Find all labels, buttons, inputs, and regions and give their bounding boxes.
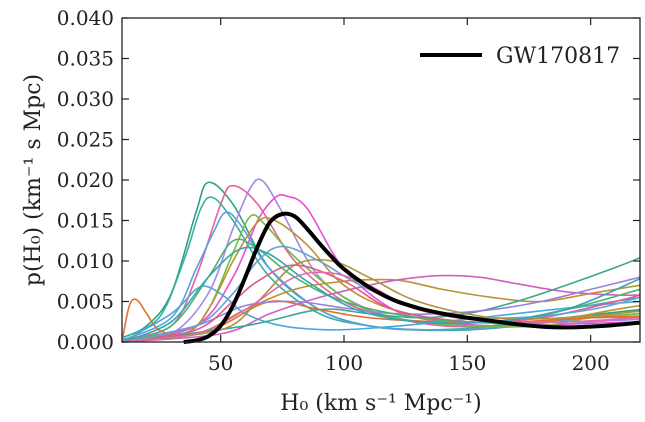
y-tick-label-5: 0.025 <box>57 128 114 152</box>
x-tick-label-3: 200 <box>572 351 610 375</box>
series-line-10 <box>121 285 641 343</box>
ticks-layer: 50 100 150 200 0.000 0.005 0.010 0.015 0.020 0.02… <box>57 6 640 375</box>
plot-background <box>122 18 640 342</box>
series-line-5 <box>121 196 641 339</box>
series-line-18 <box>121 258 641 343</box>
y-tick-label-7: 0.035 <box>57 47 114 71</box>
y-axis-label: p(H₀) (km⁻¹ s Mpc) <box>21 74 46 286</box>
legend-label-gw170817: GW170817 <box>496 44 620 69</box>
x-axis-label: H₀ (km s⁻¹ Mpc⁻¹) <box>280 391 481 416</box>
y-tick-label-3: 0.015 <box>57 209 114 233</box>
series-line-19 <box>121 246 641 343</box>
x-tick-label-2: 150 <box>448 351 486 375</box>
series-line-gw170817 <box>183 211 641 344</box>
series-layer <box>121 178 641 344</box>
x-tick-label-1: 100 <box>325 351 363 375</box>
y-tick-label-8: 0.040 <box>57 6 114 30</box>
x-tick-label-0: 50 <box>208 351 233 375</box>
y-tick-label-6: 0.030 <box>57 87 114 111</box>
series-line-9 <box>121 298 641 343</box>
y-tick-label-4: 0.020 <box>57 168 114 192</box>
y-tick-label-0: 0.000 <box>57 330 114 354</box>
y-tick-label-2: 0.010 <box>57 249 114 273</box>
series-line-12 <box>121 274 641 343</box>
y-tick-label-1: 0.005 <box>57 290 114 314</box>
legend: GW170817 <box>420 44 620 69</box>
